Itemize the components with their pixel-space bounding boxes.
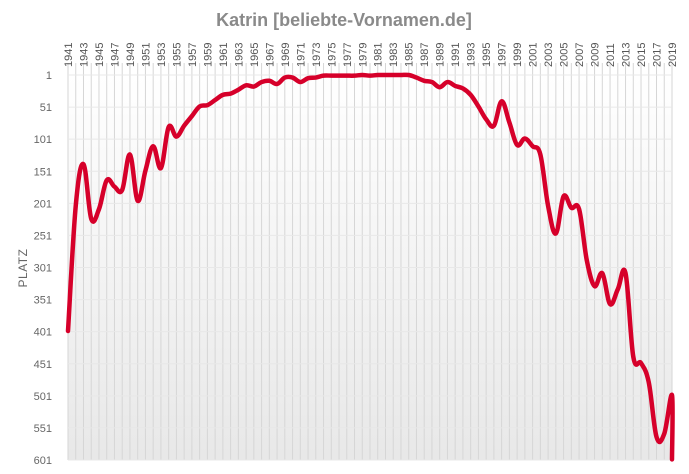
x-tick-label: 2007 [574,43,586,67]
x-tick-label: 1943 [78,43,90,67]
x-tick-label: 1993 [466,43,478,67]
x-tick-label: 2003 [543,43,555,67]
x-tick-label: 1995 [481,43,493,67]
x-tick-label: 1999 [512,43,524,67]
x-tick-label: 1949 [125,43,137,67]
x-tick-label: 1951 [140,43,152,67]
x-tick-label: 1953 [156,43,168,67]
x-tick-label: 1947 [109,43,121,67]
y-tick-label: 451 [34,359,52,371]
x-tick-label: 2011 [605,43,617,67]
x-tick-label: 2009 [590,43,602,67]
x-tick-label: 1945 [94,43,106,67]
series-layer [65,72,675,462]
x-tick-label: 1979 [357,43,369,67]
x-tick-label: 1983 [388,43,400,67]
x-tick-label: 1941 [63,43,75,67]
x-tick-label: 1985 [404,43,416,67]
chart-title: Katrin [beliebte-Vornamen.de] [216,10,472,30]
x-tick-label: 1991 [450,43,462,67]
x-tick-label: 1959 [202,43,214,67]
x-tick-label: 1975 [326,43,338,67]
y-tick-label: 51 [40,102,52,114]
x-tick-label: 1971 [295,43,307,67]
x-tick-label: 1989 [435,43,447,67]
y-axis-label: PLATZ [16,249,30,288]
y-tick-label: 1 [46,70,52,82]
x-tick-label: 1997 [497,43,509,67]
x-tick-label: 1973 [311,43,323,67]
x-tick-label: 1981 [373,43,385,67]
x-tick-label: 1969 [280,43,292,67]
y-tick-label: 201 [34,198,52,210]
horizontal-gridlines [68,74,672,461]
x-tick-label: 1955 [171,43,183,67]
y-tick-label: 101 [34,134,52,146]
y-tick-label: 301 [34,263,52,275]
x-tick-label: 1965 [249,43,261,67]
x-tick-label: 1963 [233,43,245,67]
x-tick-label: 2017 [652,43,664,67]
x-tick-label: 1977 [342,43,354,67]
y-tick-label: 151 [34,166,52,178]
x-tick-label: 2013 [621,43,633,67]
x-tick-label: 2001 [528,43,540,67]
x-tick-label: 1987 [419,43,431,67]
y-tick-label: 551 [34,423,52,435]
y-tick-label: 601 [34,455,52,467]
x-tick-label: 1967 [264,43,276,67]
x-tick-label: 2005 [559,43,571,67]
y-tick-label: 401 [34,327,52,339]
x-tick-label: 2015 [636,43,648,67]
y-tick-label: 351 [34,295,52,307]
x-tick-label: 1961 [218,43,230,67]
y-tick-label: 501 [34,391,52,403]
x-tick-label: 1957 [187,43,199,67]
series-line [65,72,675,462]
y-tick-label: 251 [34,230,52,242]
x-tick-label: 2019 [667,43,679,67]
x-tick-labels: 1941 1943 1945 1947 1949 1951 1953 1955 1957 1959… [63,43,679,67]
